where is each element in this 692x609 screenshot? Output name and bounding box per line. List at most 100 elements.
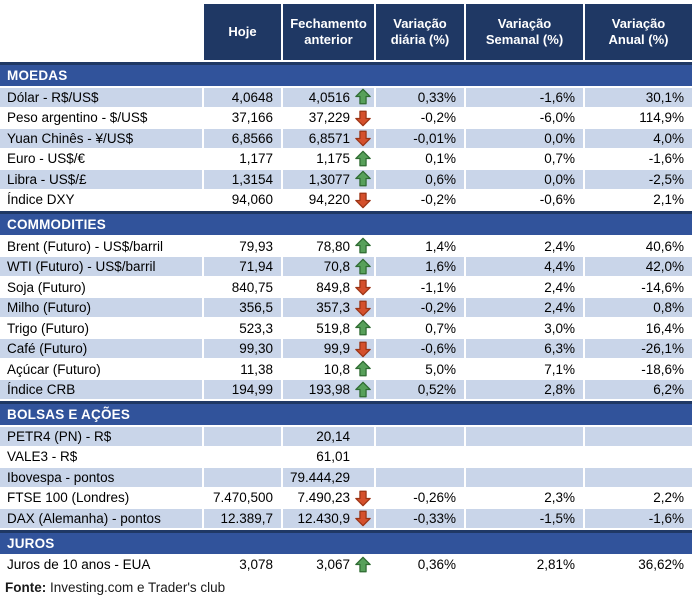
cell-variacao-semanal: 3,0% <box>544 320 575 336</box>
cell-variacao-semanal: 0,7% <box>544 151 575 166</box>
fechamento-value: 357,3 <box>316 300 350 315</box>
table-row: Índice CRB 194,99 193,98 0,52% 2,8% 6,2% <box>0 380 692 399</box>
cell-variacao-semanal <box>466 467 583 487</box>
cell-variacao-diaria <box>376 447 464 466</box>
arrow-up-icon <box>352 360 374 379</box>
source-label: Fonte: <box>5 580 47 595</box>
row-label: VALE3 - R$ <box>7 449 78 464</box>
header-blank-cell <box>0 4 202 60</box>
table-row: Libra - US$/£ 1,3154 1,3077 0,6% 0,0% -2,5% <box>0 169 692 189</box>
row-label: Juros de 10 anos - EUA <box>7 557 151 572</box>
cell-variacao-diaria: 0,33% <box>376 87 464 107</box>
cell-variacao-diaria: 0,52% <box>376 380 464 399</box>
arrow-placeholder <box>352 468 374 487</box>
cell-hoje: 94,060 <box>231 192 273 207</box>
arrow-down-icon <box>352 298 374 317</box>
cell-variacao-semanal: 7,1% <box>544 361 575 377</box>
cell-variacao-diaria: -0,2% <box>376 298 464 317</box>
arrow-up-icon <box>352 319 374 338</box>
cell-variacao-anual: -2,5% <box>585 169 692 189</box>
table-row: Açúcar (Futuro) 11,38 10,8 5,0% 7,1% -18,6% <box>0 360 692 379</box>
cell-fechamento-anterior: 3,067 <box>283 555 374 574</box>
cell-variacao-semanal: 2,4% <box>544 238 575 254</box>
cell-hoje <box>204 467 281 487</box>
source-note: Fonte: Investing.com e Trader's club <box>0 580 692 595</box>
cell-variacao-diaria: 0,7% <box>425 320 456 336</box>
cell-hoje: 4,0648 <box>204 87 281 107</box>
section-header-juros: JUROS <box>0 529 692 554</box>
table-row: Juros de 10 anos - EUA 3,078 3,067 0,36% 2,8… <box>0 555 692 574</box>
cell-fechamento-anterior: 70,8 <box>283 257 374 276</box>
col-header-hoje: Hoje <box>204 4 281 60</box>
cell-variacao-semanal: -0,6% <box>539 192 575 207</box>
table-row: PETR4 (PN) - R$ 20,14 <box>0 426 692 446</box>
row-label: Índice DXY <box>7 192 75 207</box>
cell-variacao-anual: -18,6% <box>641 361 684 377</box>
cell-variacao-anual <box>585 467 692 487</box>
cell-hoje: 3,078 <box>239 557 273 572</box>
arrow-up-icon <box>352 555 374 574</box>
cell-variacao-diaria: -0,2% <box>420 192 456 207</box>
cell-hoje: 840,75 <box>231 279 273 295</box>
cell-hoje: 99,30 <box>204 339 281 358</box>
col-header-variacao-diaria: Variação diária (%) <box>376 4 464 60</box>
cell-fechamento-anterior: 78,80 <box>283 237 374 256</box>
table-row: Café (Futuro) 99,30 99,9 -0,6% 6,3% -26,1% <box>0 339 692 358</box>
cell-fechamento-anterior: 1,3077 <box>283 169 374 189</box>
cell-variacao-anual: 36,62% <box>638 557 684 572</box>
cell-hoje: 523,3 <box>239 320 273 336</box>
fechamento-value: 3,067 <box>316 557 350 572</box>
cell-variacao-anual: 30,1% <box>585 87 692 107</box>
cell-variacao-semanal: 0,0% <box>466 169 583 189</box>
row-label: Milho (Futuro) <box>0 298 202 317</box>
table-row: Trigo (Futuro) 523,3 519,8 0,7% 3,0% 16,4% <box>0 319 692 338</box>
arrow-down-icon <box>352 108 374 127</box>
section-header-moedas: MOEDAS <box>0 62 692 86</box>
fechamento-value: 193,98 <box>308 382 350 397</box>
arrow-down-icon <box>352 278 374 297</box>
table-row: WTI (Futuro) - US$/barril 71,94 70,8 1,6% 4,… <box>0 257 692 276</box>
row-label: Trigo (Futuro) <box>7 320 90 336</box>
fechamento-value: 78,80 <box>316 238 350 254</box>
cell-variacao-anual: 42,0% <box>585 257 692 276</box>
arrow-placeholder <box>352 447 374 466</box>
cell-fechamento-anterior: 6,8571 <box>283 128 374 148</box>
table-row: Milho (Futuro) 356,5 357,3 -0,2% 2,4% 0,8% <box>0 298 692 317</box>
cell-variacao-anual: -1,6% <box>585 508 692 528</box>
table-row: Peso argentino - $/US$ 37,166 37,229 -0,2% -… <box>0 108 692 127</box>
cell-fechamento-anterior: 20,14 <box>283 426 374 446</box>
cell-variacao-diaria: 0,6% <box>376 169 464 189</box>
row-label: Euro - US$/€ <box>7 151 86 166</box>
table-row: FTSE 100 (Londres) 7.470,500 7.490,23 -0,26… <box>0 488 692 507</box>
table-row: DAX (Alemanha) - pontos 12.389,7 12.430,9 -… <box>0 508 692 528</box>
row-label: WTI (Futuro) - US$/barril <box>0 257 202 276</box>
cell-fechamento-anterior: 357,3 <box>283 298 374 317</box>
row-label: FTSE 100 (Londres) <box>7 490 130 505</box>
row-label: PETR4 (PN) - R$ <box>0 426 202 446</box>
cell-variacao-anual: -26,1% <box>585 339 692 358</box>
cell-fechamento-anterior: 7.490,23 <box>283 488 374 507</box>
cell-variacao-diaria: 1,4% <box>425 238 456 254</box>
arrow-placeholder <box>352 427 374 446</box>
table-header-row: Hoje Fechamento anterior Variação diária… <box>0 4 692 60</box>
cell-hoje: 194,99 <box>204 380 281 399</box>
cell-variacao-anual <box>585 426 692 446</box>
row-label: Café (Futuro) <box>0 339 202 358</box>
cell-variacao-semanal: 0,0% <box>466 128 583 148</box>
fechamento-value: 1,175 <box>316 151 350 166</box>
col-header-fechamento-anterior: Fechamento anterior <box>283 4 374 60</box>
fechamento-value: 99,9 <box>323 341 350 356</box>
arrow-down-icon <box>352 509 374 528</box>
fechamento-value: 37,229 <box>308 110 350 125</box>
cell-variacao-anual: 0,8% <box>585 298 692 317</box>
fechamento-value: 519,8 <box>316 320 350 336</box>
cell-variacao-anual: 4,0% <box>585 128 692 148</box>
arrow-up-icon <box>352 237 374 256</box>
cell-variacao-anual: 2,2% <box>653 490 684 505</box>
cell-variacao-anual: 40,6% <box>645 238 684 254</box>
cell-hoje: 6,8566 <box>204 128 281 148</box>
cell-variacao-semanal: 4,4% <box>466 257 583 276</box>
cell-hoje: 71,94 <box>204 257 281 276</box>
table-body: MOEDAS Dólar - R$/US$ 4,0648 4,0516 0,33% -1,… <box>0 62 692 574</box>
